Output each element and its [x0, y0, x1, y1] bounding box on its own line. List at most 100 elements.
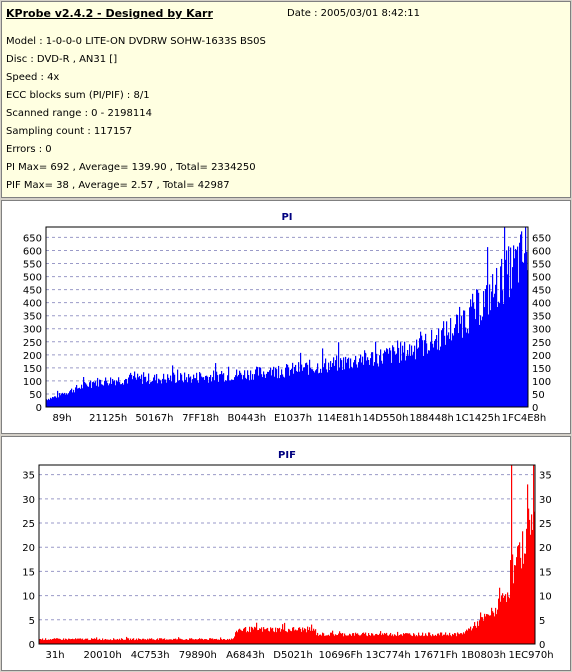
pi-bar [365, 352, 367, 407]
pif-bar [317, 632, 319, 644]
pi-bar [203, 377, 205, 407]
pi-bar [238, 374, 240, 407]
pif-bar [452, 633, 454, 644]
pif-bar [121, 638, 123, 644]
pi-bar [354, 359, 356, 407]
pi-bar [309, 359, 311, 407]
pif-bar [301, 631, 303, 644]
pif-bar [135, 639, 137, 644]
pif-bar [75, 638, 77, 644]
info-pif-stats: PIF Max= 38 , Average= 2.57 , Total= 429… [6, 180, 230, 191]
pif-bar [393, 636, 395, 644]
pi-bar [198, 382, 200, 407]
pif-bar [469, 628, 471, 644]
pif-bar [348, 635, 350, 644]
pif-ytick-left: 5 [29, 616, 35, 627]
pi-bar [200, 373, 202, 407]
pif-bar [65, 638, 67, 644]
pif-bar [256, 622, 258, 644]
pif-bar [73, 639, 75, 644]
pif-bar [260, 628, 262, 644]
pif-bar [415, 636, 417, 644]
pif-bar [122, 639, 124, 644]
pif-bar [221, 639, 223, 644]
pi-bar [389, 347, 391, 407]
pif-bar [451, 636, 453, 644]
pi-bar [367, 357, 369, 407]
pif-bar [435, 634, 437, 644]
pif-bar [326, 635, 328, 644]
pi-bar [287, 364, 289, 407]
pif-bar [218, 639, 220, 644]
pi-bar [211, 381, 213, 407]
pi-bar [391, 362, 393, 407]
pi-bar [519, 242, 521, 407]
pif-bar [156, 639, 158, 644]
pif-bar [274, 632, 276, 644]
pi-bar [330, 361, 332, 407]
pi-bar [409, 344, 411, 407]
pif-bar [500, 601, 502, 644]
pi-bar [318, 373, 320, 407]
pif-bar [455, 633, 457, 644]
pif-bar [247, 630, 249, 644]
pif-bar [99, 638, 101, 644]
pif-bar [241, 630, 243, 644]
pif-bar [66, 639, 68, 644]
pif-bar [432, 634, 434, 644]
pi-bar [502, 290, 504, 407]
pif-bar [41, 639, 43, 644]
pi-bar [501, 258, 503, 407]
pif-bar [258, 629, 260, 644]
pif-bar [474, 622, 476, 644]
pif-bar [83, 639, 85, 644]
pi-bar [492, 274, 494, 407]
pif-bar [471, 630, 473, 644]
pif-bar [107, 639, 109, 644]
pi-bar [353, 362, 355, 407]
pi-bar [358, 362, 360, 407]
info-sampling: Sampling count : 117157 [6, 126, 133, 137]
pi-ytick-left: 650 [23, 233, 42, 244]
pi-bar [95, 381, 97, 407]
pif-bar [96, 637, 98, 644]
pif-bar [105, 638, 107, 644]
pi-bar [512, 267, 514, 407]
pif-bar [313, 628, 315, 644]
pi-bar [56, 397, 58, 407]
pif-bar [501, 595, 503, 644]
pi-bar [351, 366, 353, 407]
pi-bar [450, 318, 452, 407]
pif-bar [233, 638, 235, 644]
pi-bar [258, 375, 260, 407]
pif-bar [458, 633, 460, 644]
pif-bar [413, 633, 415, 644]
pif-bar [146, 640, 148, 644]
pif-bar [496, 614, 498, 644]
pif-bar [498, 598, 500, 644]
pif-bar [307, 626, 309, 644]
pi-bar [319, 372, 321, 407]
pi-bar [473, 302, 475, 407]
pif-bar [197, 639, 199, 644]
pi-bar [49, 399, 51, 407]
pif-bar [104, 639, 106, 644]
pif-bar [482, 617, 484, 644]
pif-bar [423, 636, 425, 644]
pif-bar [309, 627, 311, 644]
pif-bar [57, 638, 59, 644]
pif-bar [253, 629, 255, 644]
pif-bar [463, 632, 465, 644]
pif-bar [212, 638, 214, 644]
pi-bar [155, 380, 157, 407]
pif-bar [97, 639, 99, 644]
pif-bar [250, 632, 252, 644]
pif-bar [351, 635, 353, 644]
pi-bar [321, 372, 323, 407]
pif-bar [333, 634, 335, 644]
pif-bar [377, 634, 379, 644]
pif-bar [255, 627, 257, 644]
pi-bar [106, 381, 108, 407]
pif-ytick-left: 30 [22, 495, 35, 506]
pi-bar [68, 393, 70, 407]
